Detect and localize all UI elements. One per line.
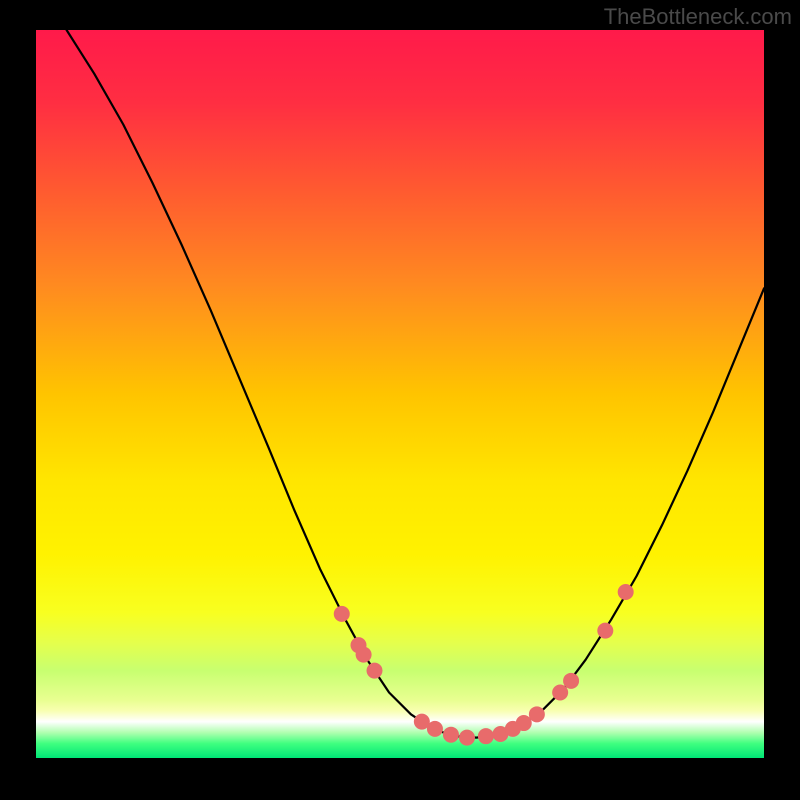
curve-marker bbox=[459, 730, 475, 746]
curve-marker bbox=[334, 606, 350, 622]
curve-marker bbox=[563, 673, 579, 689]
curve-marker bbox=[552, 684, 568, 700]
curve-marker bbox=[529, 706, 545, 722]
curve-marker bbox=[618, 584, 634, 600]
curve-marker bbox=[478, 728, 494, 744]
curve-marker bbox=[367, 663, 383, 679]
curve-marker bbox=[356, 647, 372, 663]
watermark-text: TheBottleneck.com bbox=[604, 4, 792, 30]
curve-marker bbox=[597, 623, 613, 639]
curve-marker bbox=[427, 721, 443, 737]
curve-marker bbox=[443, 727, 459, 743]
chart-container: TheBottleneck.com bbox=[0, 0, 800, 800]
gradient-background bbox=[36, 30, 764, 758]
plot-area bbox=[36, 30, 764, 758]
curve-marker bbox=[516, 715, 532, 731]
bottleneck-chart bbox=[36, 30, 764, 758]
